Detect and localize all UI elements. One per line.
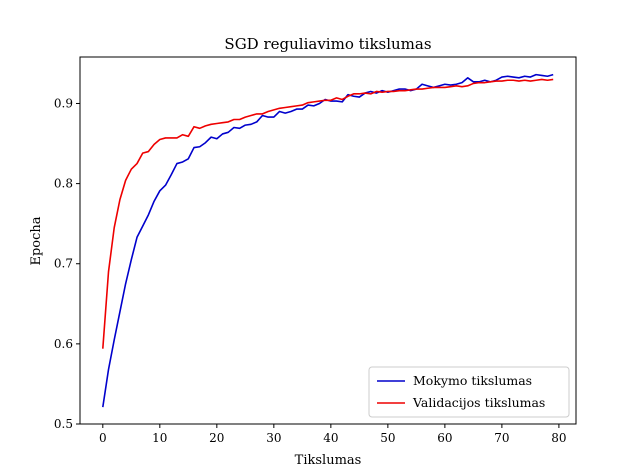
y-axis-label: Epocha: [29, 216, 44, 265]
legend: Mokymo tikslumas Validacijos tikslumas: [368, 366, 570, 418]
y-tick-label: 0.7: [54, 257, 73, 271]
legend-label: Validacijos tikslumas: [412, 395, 545, 410]
y-tick-label: 0.8: [54, 177, 73, 191]
legend-label: Mokymo tikslumas: [413, 373, 532, 388]
y-tick-label: 0.5: [54, 417, 73, 431]
y-tick-label: 0.9: [54, 96, 73, 110]
x-tick-label: 40: [323, 431, 338, 445]
series-line-2: [102, 78, 554, 349]
x-tick-label: 0: [99, 431, 107, 445]
y-axis: 0.5 0.6 0.7 0.8 0.9: [54, 96, 80, 431]
plot-lines: [102, 73, 554, 408]
plot-frame: [79, 56, 577, 425]
y-tick-label: 0.6: [54, 337, 73, 351]
x-tick-label: 80: [551, 431, 566, 445]
x-tick-label: 60: [437, 431, 452, 445]
x-tick-label: 30: [266, 431, 281, 445]
x-tick-label: 10: [152, 431, 167, 445]
x-axis: 0 10 20 30 40 50 60 70 80: [99, 424, 567, 445]
chart-title: SGD reguliavimo tikslumas: [224, 35, 431, 53]
x-tick-label: 50: [380, 431, 395, 445]
x-tick-label: 70: [494, 431, 509, 445]
legend-box: [368, 366, 570, 418]
x-axis-label: Tikslumas: [295, 453, 362, 468]
x-tick-label: 20: [209, 431, 224, 445]
